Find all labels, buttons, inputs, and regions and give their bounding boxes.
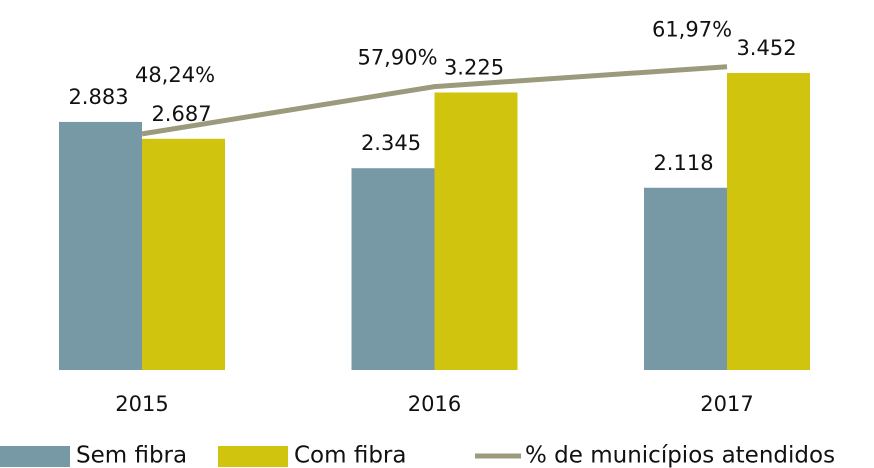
bar — [59, 121, 142, 370]
bar — [644, 187, 727, 370]
x-tick-label: 2016 — [408, 392, 461, 416]
line — [141, 64, 728, 137]
x-tick-label: 2017 — [700, 392, 753, 416]
legend-label: Com fibra — [294, 443, 406, 468]
value-label: 3.452 — [736, 36, 796, 60]
line-value-label: 61,97% — [652, 18, 732, 42]
legend-label: Sem fibra — [76, 443, 187, 468]
bar — [351, 168, 435, 370]
bar — [727, 72, 810, 371]
value-label: 2.118 — [653, 151, 713, 175]
legend-swatch — [218, 446, 288, 467]
value-label: 2.345 — [361, 131, 421, 155]
line-value-label: 57,90% — [357, 46, 437, 70]
value-label: 3.225 — [444, 56, 504, 80]
value-label: 2.883 — [68, 85, 128, 109]
legend-swatch — [0, 446, 70, 467]
bar — [142, 138, 225, 370]
x-tick-label: 2015 — [115, 392, 168, 416]
line-value-label: 48,24% — [135, 63, 215, 87]
bar — [434, 92, 518, 370]
legend-label: % de municípios atendidos — [525, 443, 835, 468]
